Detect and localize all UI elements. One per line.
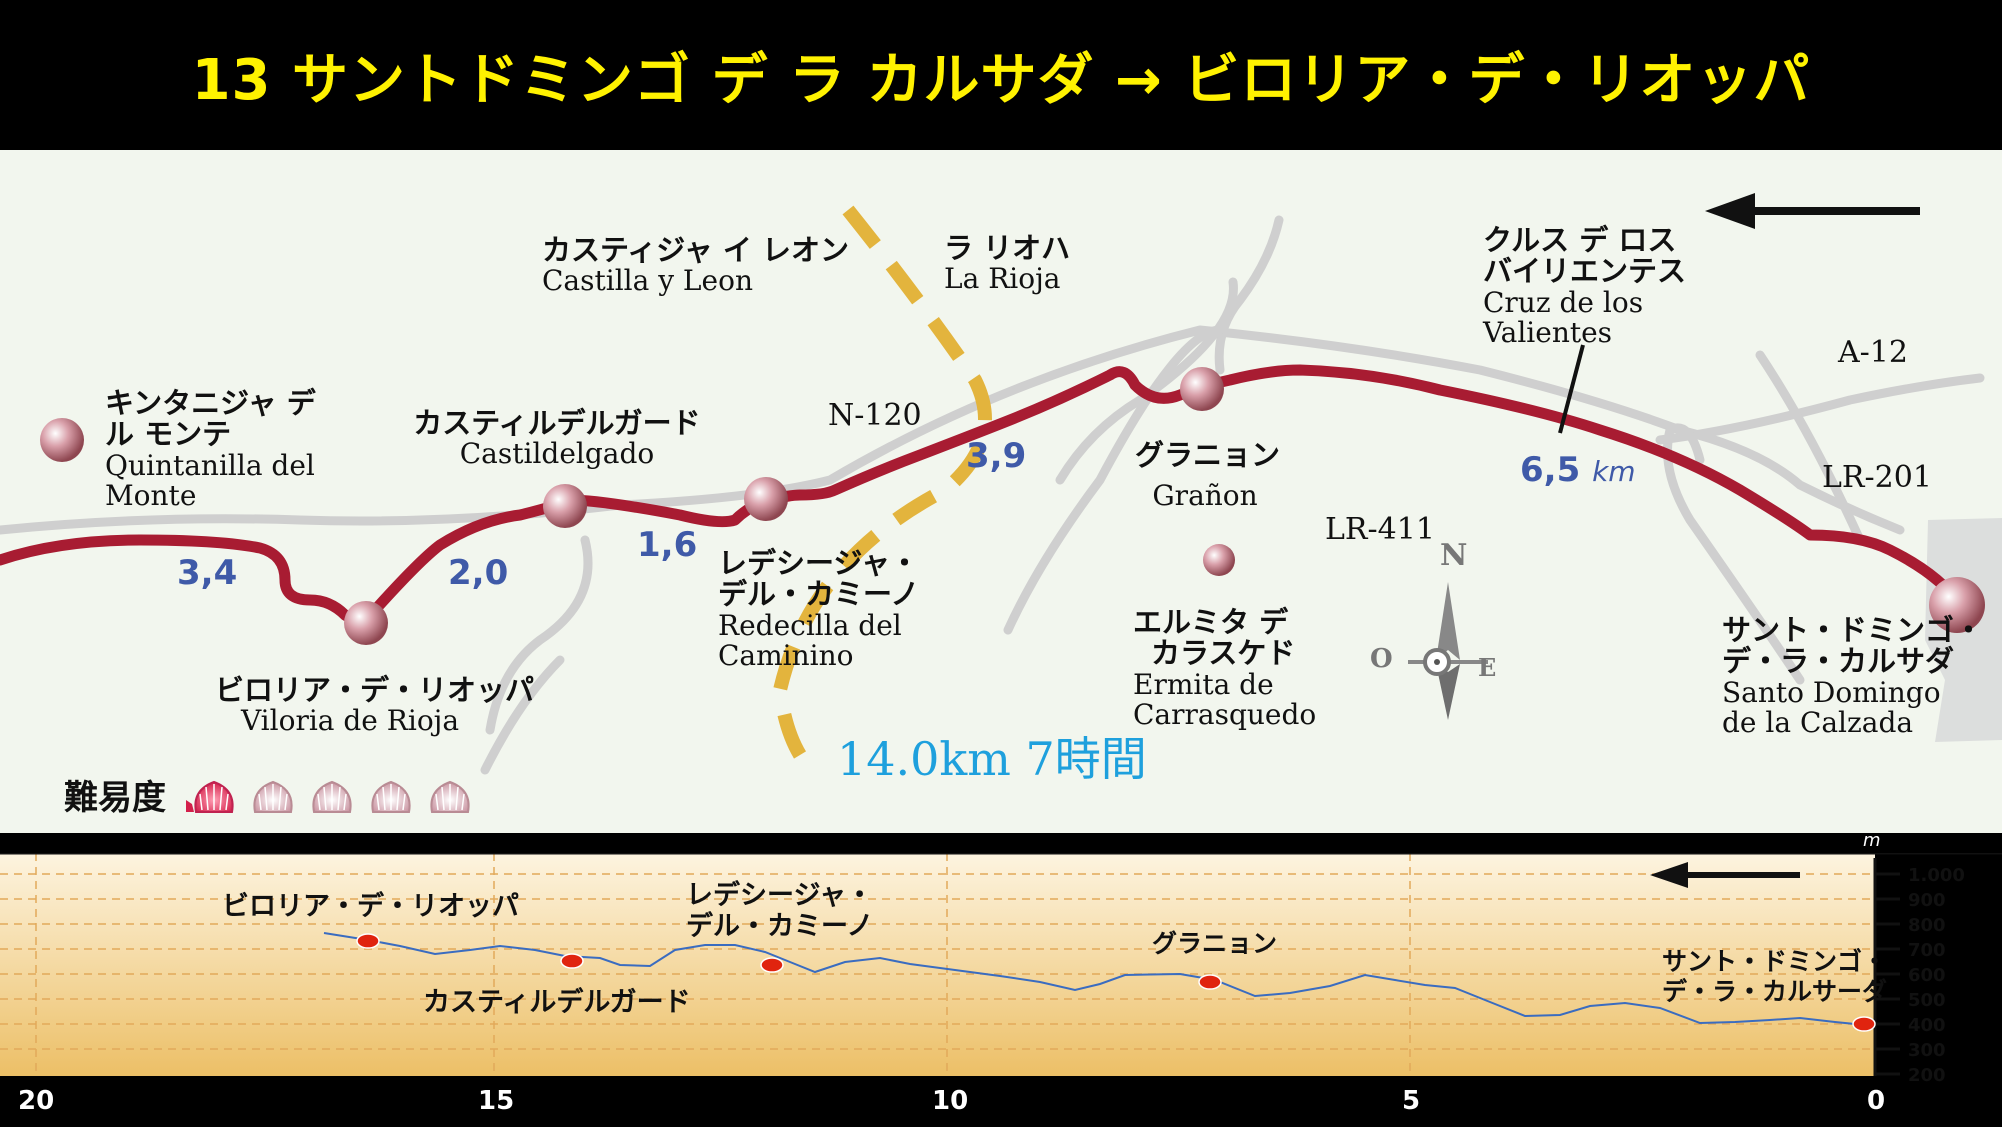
- profile-label-viloria: ビロリア・デ・リオッパ: [222, 891, 519, 922]
- place-label-castildelgado: カスティルデルガード Castildelgado: [413, 406, 701, 471]
- place-label-viloria: ビロリア・デ・リオッパ Viloria de Rioja: [215, 673, 535, 738]
- town-dot-granon: [1180, 367, 1224, 411]
- y-axis-unit: m: [1863, 830, 1881, 851]
- town-dot-redecilla: [744, 477, 788, 521]
- y-tick-label: 800: [1908, 915, 1946, 936]
- profile-grid: [0, 853, 1875, 1076]
- compass-icon: [1408, 582, 1488, 720]
- distance-label-km: 6,5 km: [1520, 450, 1636, 490]
- direction-arrow-icon: [1705, 193, 1920, 229]
- x-tick-label: 0: [1867, 1086, 1886, 1116]
- road-label-lr201: LR-201: [1822, 460, 1932, 495]
- map-graphics: [0, 193, 2002, 813]
- profile-graphics: [0, 853, 2002, 1077]
- place-label-ermita: エルミタ デ カラスケド Ermita de Carrasquedo: [1133, 605, 1317, 731]
- title-bar: 13 サントドミンゴ デ ラ カルサダ → ビロリア・デ・リオッパ: [0, 0, 2002, 150]
- y-tick-label: 1.000: [1908, 865, 1965, 886]
- x-tick-label: 5: [1402, 1086, 1421, 1116]
- profile-town-markers: [356, 933, 1876, 1032]
- shell-icon-filled: [186, 780, 234, 813]
- road-label-lr411: LR-411: [1325, 512, 1435, 547]
- place-label-quintanilla: キンタニジャ デ ル モンテ Quintanilla del Monte: [105, 386, 316, 512]
- y-tick-label: 600: [1908, 965, 1946, 986]
- profile-marker-viloria: [356, 933, 380, 949]
- route-map: [0, 150, 2002, 833]
- y-tick-label: 200: [1908, 1065, 1946, 1086]
- road-loop: [1663, 423, 1805, 685]
- y-tick-label: 300: [1908, 1040, 1946, 1061]
- x-tick-label: 10: [932, 1086, 969, 1116]
- distance-label: 3,9: [966, 436, 1027, 476]
- profile-direction-arrow-icon: [1650, 862, 1800, 888]
- difficulty-rating: [186, 780, 470, 813]
- profile-marker-redecilla: [760, 957, 784, 973]
- place-label-granon: グラニョン Grañon: [1135, 438, 1281, 513]
- y-tick-label: 400: [1908, 1015, 1946, 1036]
- camino-route: [0, 364, 1966, 625]
- road-lr411: [1003, 325, 1225, 635]
- profile-background: [0, 853, 1875, 1077]
- region-label-rioja: ラ リオハ La Rioja: [944, 231, 1071, 296]
- place-label-cruz: クルス デ ロス バイリエンテス Cruz de los Valientes: [1483, 223, 1687, 349]
- distance-label: 1,6: [637, 525, 698, 565]
- profile-marker-castildelgado: [560, 953, 584, 969]
- profile-label-santo-2: デ・ラ・カルサーダ: [1662, 977, 1888, 1006]
- profile-label-santo-1: サント・ドミンゴ・: [1662, 947, 1888, 976]
- town-dot-ermita: [1203, 544, 1235, 576]
- route-title: 13 サントドミンゴ デ ラ カルサダ → ビロリア・デ・リオッパ: [191, 47, 1811, 113]
- profile-marker-granon: [1198, 974, 1222, 990]
- place-label-redecilla: レデシージャ・ デル・カミーノ Redecilla del Caminino: [718, 546, 920, 672]
- town-dot-castildelgado: [543, 484, 587, 528]
- road-branch: [1055, 277, 1238, 485]
- road-viloria-2: [480, 655, 565, 775]
- road-n120: [0, 325, 1905, 535]
- y-tick-label: 700: [1908, 940, 1946, 961]
- road-label-a12: A-12: [1838, 335, 1908, 370]
- elevation-profile: [0, 853, 2002, 1077]
- profile-marker-santo-domingo: [1852, 1016, 1876, 1032]
- road-viloria: [485, 535, 593, 735]
- distance-label: 3,4: [177, 553, 238, 593]
- shell-icon-empty: [371, 780, 411, 813]
- x-axis-band: [0, 1076, 2002, 1077]
- road-label-n120: N-120: [828, 398, 922, 433]
- compass-east-label: E: [1478, 653, 1497, 682]
- road-north: [1214, 215, 1284, 375]
- y-tick-label: 900: [1908, 890, 1946, 911]
- road-a12: [1655, 373, 1985, 445]
- region-label-castilla: カスティジャ イ レオン Castilla y Leon: [542, 233, 850, 298]
- difficulty-label: 難易度: [64, 778, 166, 818]
- y-tick-label: 500: [1908, 990, 1946, 1011]
- total-distance-time: 14.0km 7時間: [837, 732, 1147, 786]
- profile-label-redecilla-2: デル・カミーノ: [686, 911, 874, 942]
- shell-icon-empty: [253, 780, 293, 813]
- place-label-santo-domingo: サント・ドミンゴ・ デ・ラ・カルサダ Santo Domingo de la C…: [1722, 613, 1984, 739]
- profile-label-granon: グラニョン: [1152, 929, 1278, 958]
- x-tick-label: 15: [478, 1086, 515, 1116]
- profile-label-redecilla-1: レデシージャ・: [686, 880, 874, 911]
- road-lr201: [1755, 350, 1865, 545]
- compass-west-label: O: [1370, 644, 1393, 674]
- elevation-line: [323, 932, 1866, 1026]
- profile-label-castildelgado: カスティルデルガード: [423, 987, 691, 1018]
- cruz-marker: [1558, 344, 1585, 434]
- distance-label: 2,0: [448, 553, 509, 593]
- town-dot-santo-domingo: [1929, 577, 1985, 633]
- compass-north-label: N: [1440, 538, 1468, 573]
- shell-icon-empty: [312, 780, 352, 813]
- x-tick-label: 20: [18, 1086, 55, 1116]
- shell-icon-empty: [430, 780, 470, 813]
- y-axis-ticks: [1875, 872, 1900, 1076]
- town-dot-viloria: [344, 601, 388, 645]
- town-dot-quintanilla: [40, 418, 84, 462]
- road-network: [0, 215, 1985, 775]
